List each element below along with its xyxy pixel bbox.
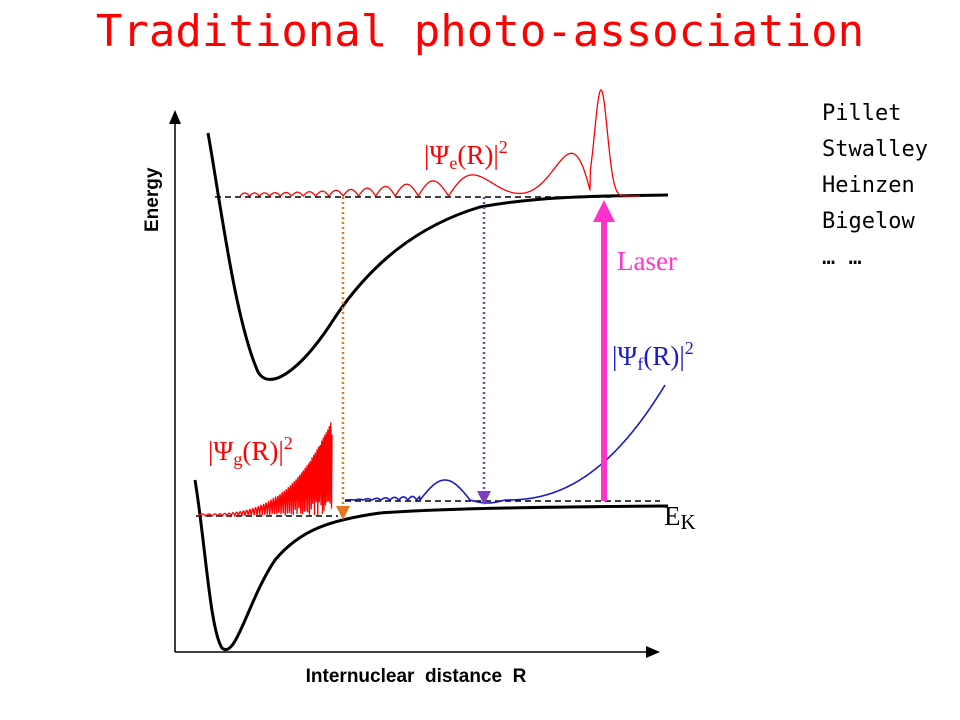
researcher-name: Heinzen	[822, 173, 915, 198]
slide-title: Traditional photo-association	[95, 6, 865, 57]
ground-potential-curve	[193, 479, 669, 652]
psi-f-label: |Ψf(R)|2	[612, 338, 694, 374]
ek-label: EK	[664, 501, 696, 534]
researcher-name: Stwalley	[822, 137, 928, 162]
excited-potential-curve	[206, 132, 669, 381]
psi-e-label: |Ψe(R)|2	[424, 137, 508, 173]
laser-arrowhead-icon	[593, 200, 615, 222]
researcher-list: Pillet Stwalley Heinzen Bigelow … …	[822, 96, 928, 276]
y-axis-arrow-icon	[169, 110, 181, 124]
researcher-name: … …	[822, 245, 862, 270]
orange-arrowhead-icon	[336, 506, 350, 520]
x-axis-label: Internuclear distance R	[306, 666, 527, 687]
x-axis-arrow-icon	[646, 646, 660, 658]
y-axis-label: Energy	[142, 167, 163, 232]
purple-arrowhead-icon	[477, 491, 491, 505]
excited-wavefunction	[239, 89, 640, 198]
free-wavefunction	[345, 384, 666, 504]
laser-label: Laser	[617, 246, 677, 276]
psi-g-label: |Ψg(R)|2	[208, 433, 293, 469]
ground-wavefunction	[197, 422, 333, 518]
researcher-name: Bigelow	[822, 209, 915, 234]
researcher-name: Pillet	[822, 101, 902, 126]
